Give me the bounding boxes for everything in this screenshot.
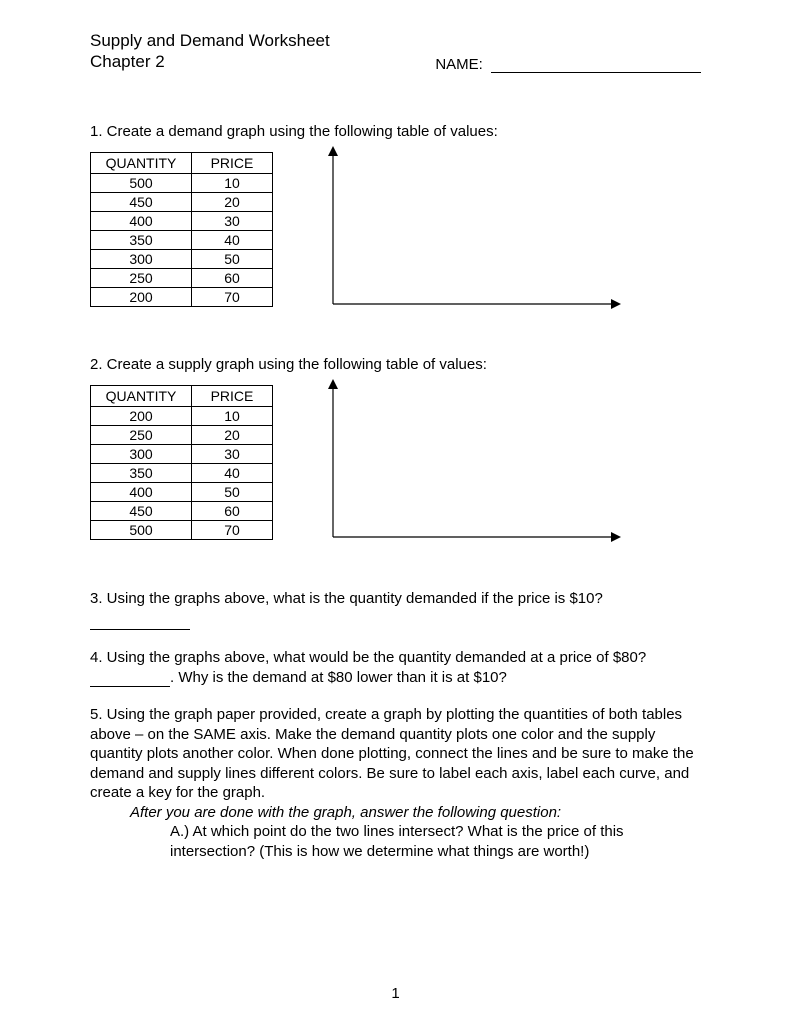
question-1: 1. Create a demand graph using the follo… xyxy=(90,123,701,324)
q4-post: . Why is the demand at $80 lower than it… xyxy=(170,669,507,686)
title-block: Supply and Demand Worksheet Chapter 2 xyxy=(90,30,330,73)
q1-table: QUANTITY PRICE 50010 45020 40030 35040 3… xyxy=(90,152,273,307)
question-4: 4. Using the graphs above, what would be… xyxy=(90,648,701,687)
answer-blank[interactable] xyxy=(90,629,190,630)
table-row: 25060 xyxy=(91,268,273,287)
col-quantity: QUANTITY xyxy=(91,385,192,406)
q5-followup: After you are done with the graph, answe… xyxy=(130,803,701,823)
table-row: 20070 xyxy=(91,287,273,306)
q2-table: QUANTITY PRICE 20010 25020 30030 35040 4… xyxy=(90,385,273,540)
col-quantity: QUANTITY xyxy=(91,152,192,173)
table-row: 40030 xyxy=(91,211,273,230)
table-row: 35040 xyxy=(91,230,273,249)
q5-sub-a: A.) At which point do the two lines inte… xyxy=(170,822,701,861)
q5-para: 5. Using the graph paper provided, creat… xyxy=(90,705,701,803)
table-row: 30050 xyxy=(91,249,273,268)
q4-pre: 4. Using the graphs above, what would be… xyxy=(90,649,646,666)
col-price: PRICE xyxy=(192,385,273,406)
table-row: 45020 xyxy=(91,192,273,211)
col-price: PRICE xyxy=(192,152,273,173)
q1-row: QUANTITY PRICE 50010 45020 40030 35040 3… xyxy=(90,148,701,324)
table-header-row: QUANTITY PRICE xyxy=(91,152,273,173)
q1-axes-chart xyxy=(313,144,623,324)
answer-blank[interactable] xyxy=(90,686,170,687)
q3-blank-line xyxy=(90,612,701,630)
table-row: 45060 xyxy=(91,501,273,520)
table-row: 25020 xyxy=(91,425,273,444)
q3-text: 3. Using the graphs above, what is the q… xyxy=(90,590,603,607)
name-blank[interactable] xyxy=(491,72,701,73)
table-row: 35040 xyxy=(91,463,273,482)
q1-prompt: 1. Create a demand graph using the follo… xyxy=(90,123,701,140)
table-row: 50070 xyxy=(91,520,273,539)
q2-axes-chart xyxy=(313,377,623,557)
page-number: 1 xyxy=(0,985,791,1002)
name-label: NAME: xyxy=(435,56,483,73)
table-header-row: QUANTITY PRICE xyxy=(91,385,273,406)
table-row: 40050 xyxy=(91,482,273,501)
name-field: NAME: xyxy=(435,56,701,73)
question-3: 3. Using the graphs above, what is the q… xyxy=(90,589,701,609)
table-row: 30030 xyxy=(91,444,273,463)
title-line-2: Chapter 2 xyxy=(90,51,330,72)
table-row: 20010 xyxy=(91,406,273,425)
q2-row: QUANTITY PRICE 20010 25020 30030 35040 4… xyxy=(90,381,701,557)
question-5: 5. Using the graph paper provided, creat… xyxy=(90,705,701,861)
title-line-1: Supply and Demand Worksheet xyxy=(90,30,330,51)
q2-prompt: 2. Create a supply graph using the follo… xyxy=(90,356,701,373)
question-2: 2. Create a supply graph using the follo… xyxy=(90,356,701,557)
header: Supply and Demand Worksheet Chapter 2 NA… xyxy=(90,30,701,73)
worksheet-page: Supply and Demand Worksheet Chapter 2 NA… xyxy=(0,0,791,1024)
table-row: 50010 xyxy=(91,173,273,192)
